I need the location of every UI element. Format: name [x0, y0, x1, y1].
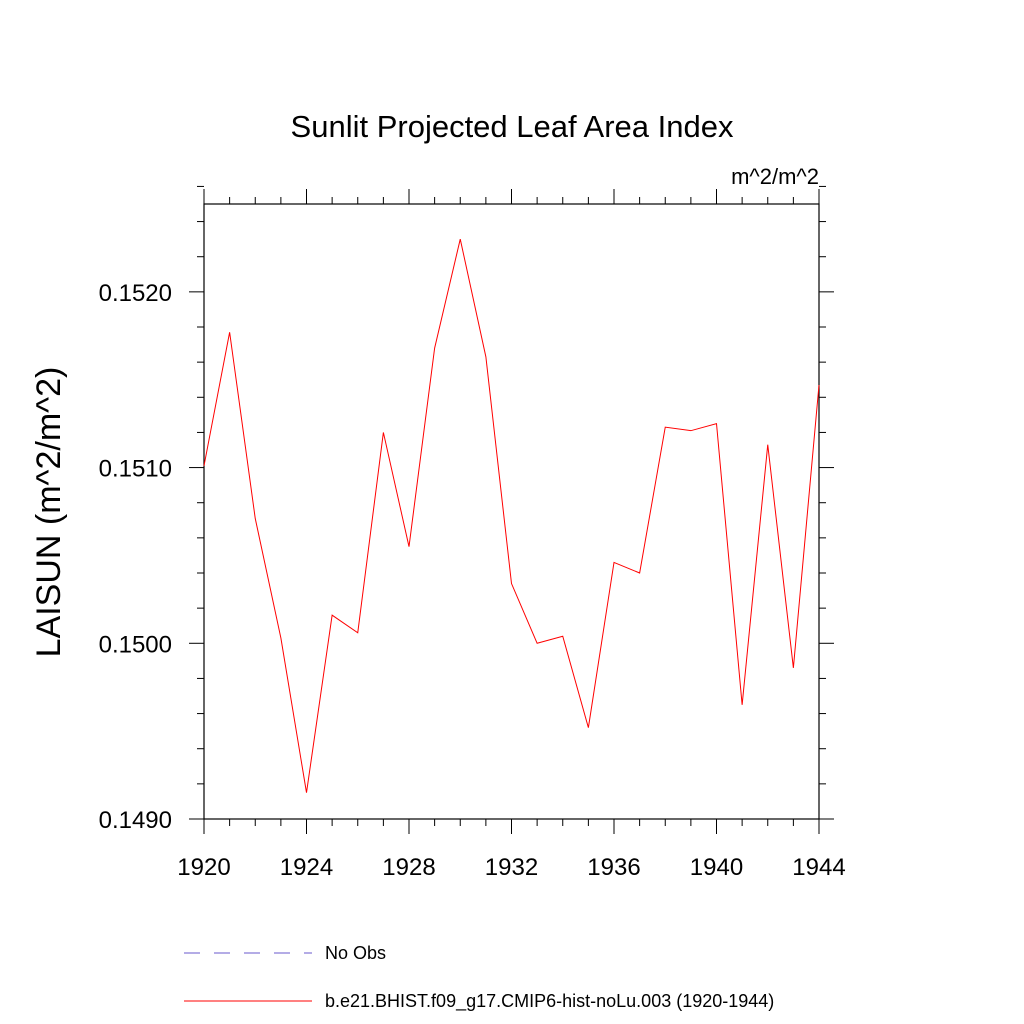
x-tick-label: 1940: [690, 854, 743, 881]
y-tick-label: 0.1490: [99, 807, 172, 834]
x-tick-labels: 1920 1924 1928 1932 1936 1940 1944: [177, 854, 845, 881]
y-axis-label: LAISUN (m^2/m^2): [30, 367, 68, 658]
x-tick-label: 1944: [792, 854, 845, 881]
chart-title: Sunlit Projected Leaf Area Index: [291, 109, 734, 144]
legend-label-1: b.e21.BHIST.f09_g17.CMIP6-hist-noLu.003 …: [325, 991, 774, 1012]
legend: No Obs b.e21.BHIST.f09_g17.CMIP6-hist-noL…: [184, 943, 774, 1012]
legend-label-0: No Obs: [325, 943, 386, 963]
y-tick-label: 0.1510: [99, 456, 172, 483]
y-tick-label: 0.1520: [99, 280, 172, 307]
x-tick-label: 1936: [587, 854, 640, 881]
x-tick-label: 1928: [382, 854, 435, 881]
series-layer: [203, 239, 820, 793]
y-tick-label: 0.1500: [99, 631, 172, 658]
x-tick-label: 1932: [485, 854, 538, 881]
x-tick-label: 1924: [280, 854, 333, 881]
y-tick-labels: 0.1490 0.1500 0.1510 0.1520: [99, 280, 172, 834]
plot-frame: [203, 203, 820, 820]
units-label: m^2/m^2: [731, 164, 819, 189]
axis-ticks: [189, 185, 834, 834]
x-tick-label: 1920: [177, 854, 230, 881]
series-line-1: [203, 239, 820, 793]
